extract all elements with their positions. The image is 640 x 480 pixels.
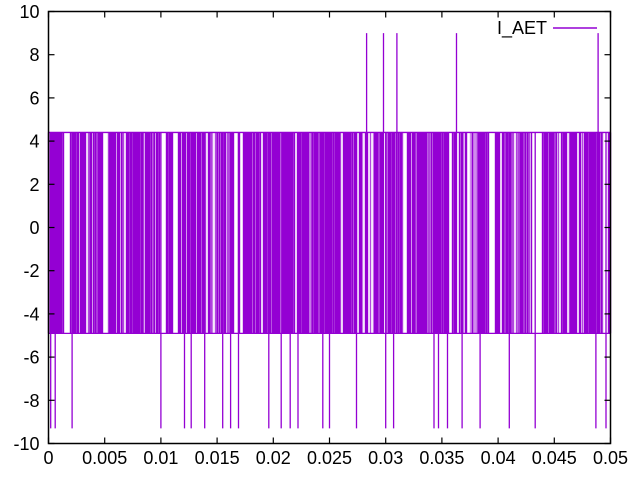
waveform-band-light bbox=[48, 132, 602, 334]
plot-border bbox=[47, 10, 612, 445]
x-axis-tick-label: 0 bbox=[43, 448, 53, 468]
y-axis-tick-label: 4 bbox=[29, 132, 39, 152]
axes-ticks-and-labels: 0 0.005 0.01 0.015 0.02 0.025 0.03 0.035 0.04 0.0… bbox=[13, 2, 628, 468]
x-axis-tick-label: 0.05 bbox=[593, 448, 628, 468]
x-axis-tick-label: 0.025 bbox=[307, 448, 352, 468]
waveform-series-I_AET bbox=[47, 33, 612, 429]
legend-label: I_AET bbox=[497, 18, 547, 39]
y-axis-tick-label: -4 bbox=[23, 304, 39, 324]
y-axis-tick-label: -6 bbox=[23, 348, 39, 368]
y-axis-tick-label: 6 bbox=[29, 88, 39, 108]
y-axis-tick-label: 0 bbox=[29, 218, 39, 238]
x-axis-tick-label: 0.005 bbox=[82, 448, 127, 468]
y-axis-tick-label: -8 bbox=[23, 391, 39, 411]
x-axis-tick-label: 0.01 bbox=[143, 448, 178, 468]
y-axis-tick-label: 10 bbox=[19, 2, 39, 22]
x-axis-tick-label: 0.03 bbox=[368, 448, 403, 468]
legend: I_AET bbox=[497, 18, 597, 39]
waveform-up-spikes bbox=[365, 33, 599, 334]
x-axis-tick-label: 0.02 bbox=[256, 448, 291, 468]
y-axis-tick-label: 8 bbox=[29, 45, 39, 65]
waveform-down-spikes bbox=[50, 132, 607, 429]
x-axis-tick-label: 0.015 bbox=[195, 448, 240, 468]
x-axis-tick-label: 0.045 bbox=[532, 448, 577, 468]
x-axis-tick-label: 0.04 bbox=[481, 448, 516, 468]
y-axis-tick-label: -10 bbox=[13, 434, 39, 454]
y-axis-tick-label: 2 bbox=[29, 175, 39, 195]
x-axis-tick-label: 0.035 bbox=[419, 448, 464, 468]
y-axis-tick-label: -2 bbox=[23, 261, 39, 281]
